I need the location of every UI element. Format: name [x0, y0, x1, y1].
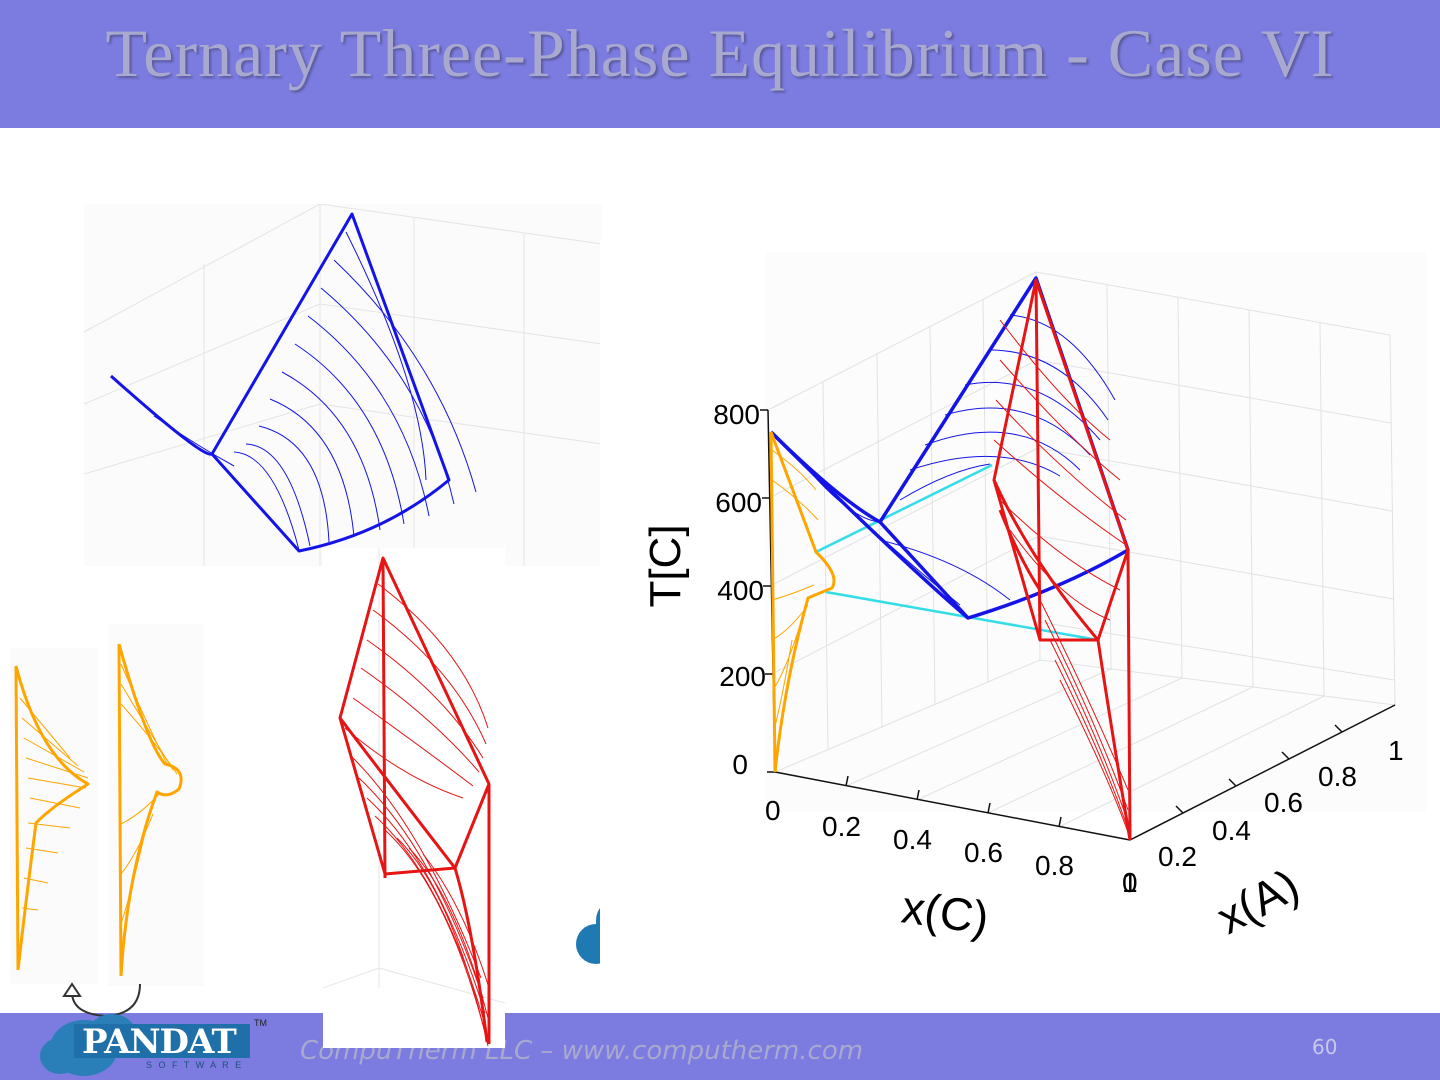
blue-surface-panel	[84, 204, 602, 566]
xa-tick-label: 0.8	[1318, 761, 1357, 792]
t-tick-label: 800	[713, 399, 760, 430]
xc-tick-label: 1	[1122, 867, 1138, 898]
xa-tick-label: 0.6	[1264, 787, 1303, 818]
t-axis-label: T[C]	[641, 524, 690, 607]
xa-tick-label: 0	[1122, 867, 1138, 898]
xc-tick-label: 0.2	[822, 811, 861, 842]
xa-tick-label: 1	[1388, 735, 1404, 766]
pandat-logo-text: PANDAT	[82, 1022, 237, 1062]
t-tick-label: 600	[715, 487, 762, 518]
xc-tick-label: 0	[765, 795, 781, 826]
red-surface-panel	[323, 548, 505, 1048]
xc-tick-label: 0.6	[964, 837, 1003, 868]
orange-surface-panel-2	[107, 624, 205, 986]
t-tick-label: 400	[717, 575, 764, 606]
slide-title: Ternary Three-Phase Equilibrium - Case V…	[105, 15, 1335, 91]
page-number: 60	[1312, 1035, 1338, 1059]
pandat-logo-tm: TM	[254, 1018, 267, 1028]
t-tick-label: 200	[719, 661, 766, 692]
xc-tick-label: 0.4	[893, 824, 932, 855]
main-3d-plot: 0 200 400 600 800 0 0.2 0.4 0.6 0.8 1 0 …	[600, 240, 1430, 1000]
pandat-logo: PANDAT TM S O F T W A R E	[34, 1012, 274, 1080]
xa-tick-label: 0.4	[1212, 815, 1251, 846]
pandat-logo-sub: S O F T W A R E	[146, 1060, 244, 1070]
title-bar	[0, 0, 1440, 128]
xc-tick-label: 0.8	[1035, 850, 1074, 881]
xa-tick-label: 0.2	[1158, 841, 1197, 872]
orange-surface-panel-1	[10, 648, 98, 984]
t-tick-label: 0	[732, 749, 748, 780]
xc-axis-label: x(C)	[899, 880, 992, 944]
